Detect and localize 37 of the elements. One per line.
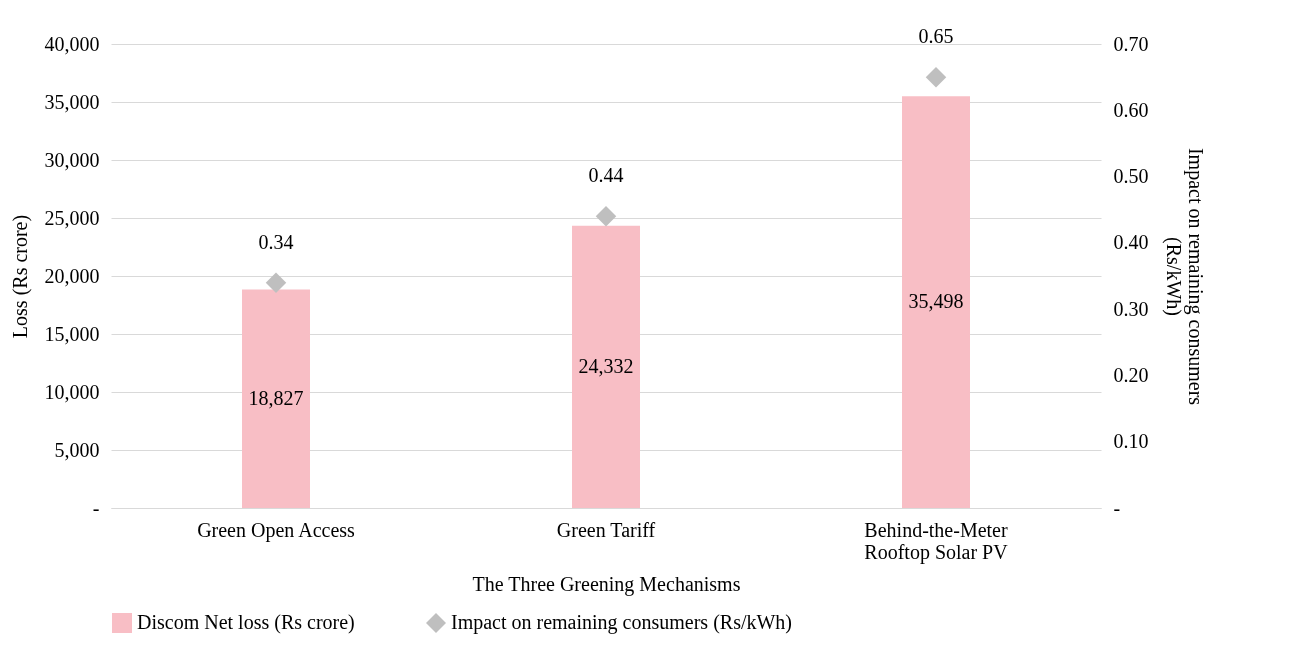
bar	[242, 289, 310, 508]
y-tick-label: -	[92, 496, 100, 519]
bar	[572, 225, 640, 508]
y-tick-label: 15,000	[44, 322, 100, 345]
data-label: 0.65	[918, 25, 954, 48]
point	[925, 66, 947, 88]
point	[265, 272, 287, 293]
x-axis-title: The Three Greening Mechanisms	[472, 572, 741, 596]
point	[595, 206, 617, 227]
x-tick-label: Behind-the-Meter Rooftop Solar PV	[864, 518, 1009, 564]
data-label: 24,332	[578, 354, 634, 377]
y2-tick-label: 0.70	[1113, 32, 1149, 55]
data-label: 35,498	[908, 290, 964, 313]
x-tick-label: Green Tariff	[556, 518, 656, 541]
legend-label: Impact on remaining consumers (Rs/kWh)	[451, 611, 793, 634]
y2-tick-label: 0.30	[1113, 297, 1149, 320]
x-tick-label: Green Open Access	[197, 518, 356, 542]
y-tick-label: 25,000	[44, 206, 100, 229]
y-axis-title: Loss (Rs crore)	[8, 214, 32, 339]
y2-tick-label: 0.20	[1113, 363, 1149, 386]
y2-tick-label: 0.60	[1113, 98, 1149, 121]
y-tick-label: 20,000	[44, 264, 100, 287]
y-tick-label: 30,000	[44, 148, 100, 171]
data-label: 0.44	[588, 164, 624, 187]
y2-tick-label: -	[1113, 496, 1121, 519]
bar	[902, 96, 970, 508]
y2-tick-label: 0.10	[1113, 430, 1149, 453]
data-label: 0.34	[258, 230, 294, 253]
legend-label: Discom Net loss (Rs crore)	[137, 611, 355, 634]
y-tick-label: 35,000	[44, 90, 100, 113]
y2-tick-label: 0.40	[1113, 231, 1149, 254]
y-tick-label: 40,000	[44, 32, 100, 55]
y-tick-label: 5,000	[54, 438, 100, 461]
y2-tick-label: 0.50	[1113, 165, 1149, 188]
y-tick-label: 10,000	[44, 380, 100, 403]
y2-axis-title: Impact on remaining consumers (Rs/kWh)	[1161, 147, 1207, 406]
data-label: 18,827	[248, 386, 304, 409]
